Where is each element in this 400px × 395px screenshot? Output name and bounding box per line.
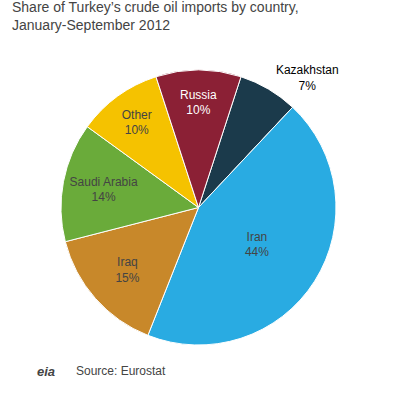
svg-text:Share of Turkey’s crude oil im: Share of Turkey’s crude oil imports by c…: [12, 0, 299, 33]
svg-text:Source: Eurostat: Source: Eurostat: [76, 364, 166, 378]
svg-text:Russia10%: Russia10%: [180, 88, 217, 118]
svg-text:Other10%: Other10%: [122, 108, 152, 138]
svg-text:Iraq15%: Iraq15%: [115, 255, 139, 285]
svg-text:Kazakhstan7%: Kazakhstan7%: [276, 63, 339, 93]
svg-text:Iran44%: Iran44%: [245, 230, 269, 260]
svg-text:eia: eia: [37, 364, 55, 379]
svg-text:Saudi Arabia14%: Saudi Arabia14%: [70, 175, 138, 205]
